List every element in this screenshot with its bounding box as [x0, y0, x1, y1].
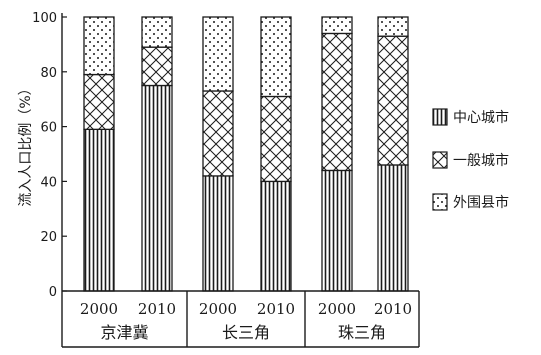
- bar-2: [141, 16, 173, 292]
- legend-swatch: [432, 151, 448, 169]
- bar-3: [202, 16, 234, 292]
- bar-segment-一般城市: [377, 35, 409, 166]
- y-tick-label: 80: [40, 66, 57, 81]
- bars-group: [83, 16, 409, 292]
- x-tick-label: 2000: [199, 300, 237, 318]
- bar-1: [83, 16, 115, 292]
- legend-label: 一般城市: [453, 152, 509, 169]
- y-tick-label: 100: [32, 11, 57, 26]
- y-axis-title: 流入人口比例（%）: [18, 81, 34, 206]
- bar-segment-一般城市: [321, 32, 353, 172]
- y-tick-label: 0: [49, 285, 57, 300]
- y-axis: 0 20 40 60 80 100 流入人口比例（%）: [18, 11, 67, 300]
- bar-segment-外围县市: [260, 16, 292, 98]
- bar-segment-外围县市: [377, 16, 409, 37]
- bar-segment-中心城市: [260, 180, 292, 292]
- bar-segment-外围县市: [202, 16, 234, 92]
- group-label: 珠三角: [338, 323, 386, 342]
- bar-segment-一般城市: [141, 46, 173, 87]
- bar-segment-一般城市: [202, 90, 234, 177]
- bar-6: [377, 16, 409, 292]
- bar-segment-中心城市: [141, 84, 173, 292]
- y-tick-label: 40: [40, 175, 57, 190]
- bar-segment-外围县市: [321, 16, 353, 35]
- bar-segment-外围县市: [141, 16, 173, 48]
- bar-segment-一般城市: [83, 73, 115, 130]
- x-tick-label: 2000: [318, 300, 356, 318]
- legend-swatch: [432, 193, 448, 211]
- x-axis: 2000 2010 京津冀 2000 2010 长三角 2000 2010 珠三角: [61, 290, 420, 348]
- bar-segment-中心城市: [202, 175, 234, 292]
- x-tick-label: 2010: [374, 300, 412, 318]
- bar-5: [321, 16, 353, 292]
- bar-segment-外围县市: [83, 16, 115, 76]
- y-tick-label: 60: [40, 121, 57, 136]
- bar-segment-中心城市: [377, 164, 409, 292]
- legend-label: 外围县市: [453, 194, 509, 211]
- legend-label: 中心城市: [453, 109, 509, 126]
- x-tick-label: 2010: [138, 300, 176, 318]
- bar-4: [260, 16, 292, 292]
- x-tick-label: 2000: [80, 300, 118, 318]
- x-tick-label: 2010: [257, 300, 295, 318]
- y-tick-label: 20: [40, 230, 57, 245]
- bar-segment-中心城市: [321, 169, 353, 292]
- bar-segment-中心城市: [83, 128, 115, 292]
- bar-segment-一般城市: [260, 95, 292, 183]
- group-label: 京津冀: [100, 323, 148, 342]
- legend-swatch: [432, 108, 448, 126]
- group-label: 长三角: [222, 323, 270, 342]
